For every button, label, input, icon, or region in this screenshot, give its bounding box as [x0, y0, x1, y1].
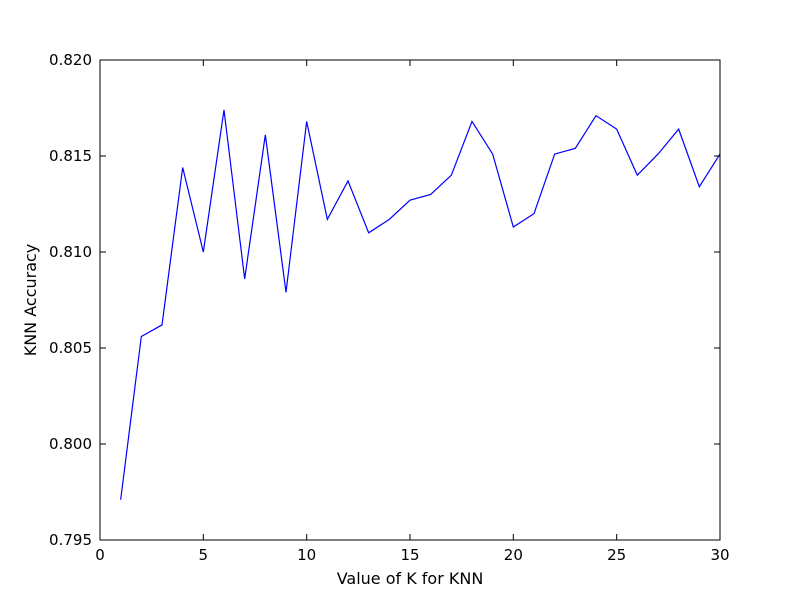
- y-tick-label: 0.810: [49, 243, 92, 261]
- y-tick-label: 0.820: [49, 51, 92, 69]
- x-axis-ticks: 0 5 10 15 20 25 30: [95, 60, 730, 564]
- y-tick-label: 0.795: [49, 531, 92, 549]
- x-tick-label: 0: [95, 546, 105, 564]
- x-axis-label: Value of K for KNN: [337, 569, 484, 588]
- y-tick-label: 0.805: [49, 339, 92, 357]
- y-tick-label: 0.800: [49, 435, 92, 453]
- x-tick-label: 15: [400, 546, 419, 564]
- series-line: [120, 109, 721, 500]
- x-tick-label: 20: [504, 546, 523, 564]
- x-tick-label: 5: [199, 546, 209, 564]
- x-tick-label: 30: [710, 546, 729, 564]
- y-axis-label: KNN Accuracy: [21, 244, 40, 357]
- x-tick-label: 10: [297, 546, 316, 564]
- y-tick-label: 0.815: [49, 147, 92, 165]
- y-axis-ticks: 0.795 0.800 0.805 0.810 0.815 0.820: [49, 51, 720, 549]
- x-tick-label: 25: [607, 546, 626, 564]
